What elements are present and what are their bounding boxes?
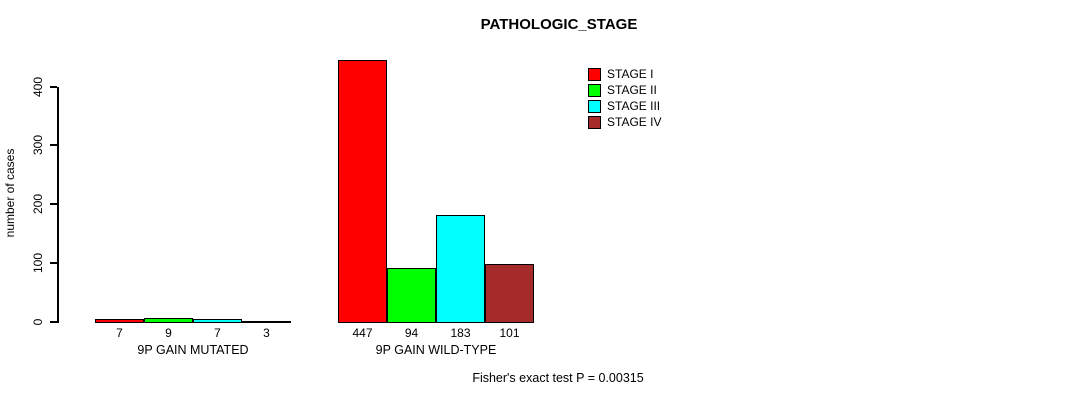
y-tick-label: 300: [31, 135, 45, 156]
legend-label: STAGE II: [607, 83, 657, 97]
chart-title: PATHOLOGIC_STAGE: [480, 16, 638, 33]
bar-value-label: 7: [116, 326, 123, 340]
y-tick: [50, 203, 57, 206]
bar-value-label: 7: [214, 326, 221, 340]
bar-value-label: 183: [450, 326, 471, 340]
y-tick: [50, 144, 57, 147]
stat-annotation: Fisher's exact test P = 0.00315: [472, 371, 644, 385]
bar-value-label: 3: [263, 326, 270, 340]
y-tick: [50, 262, 57, 265]
legend-row: STAGE III: [588, 98, 661, 114]
y-tick: [50, 85, 57, 88]
bar: [95, 319, 144, 323]
legend-label: STAGE III: [607, 99, 661, 113]
bar: [338, 60, 387, 323]
group-label: 9P GAIN WILD-TYPE: [375, 343, 497, 357]
legend-row: STAGE I: [588, 66, 661, 82]
bar-value-label: 101: [499, 326, 520, 340]
legend-row: STAGE IV: [588, 114, 661, 130]
legend-swatch: [588, 83, 601, 97]
y-tick: [50, 321, 57, 323]
group-label: 9P GAIN MUTATED: [137, 343, 249, 357]
legend-swatch: [588, 99, 601, 113]
bar: [485, 264, 534, 323]
y-tick-label: 400: [31, 76, 45, 97]
y-tick-label: 200: [31, 194, 45, 215]
y-axis-line: [57, 87, 59, 323]
bar-value-label: 94: [404, 326, 419, 340]
bar: [193, 319, 242, 323]
y-axis-label: number of cases: [3, 148, 17, 238]
y-tick-label: 100: [31, 253, 45, 274]
bar-value-label: 9: [165, 326, 172, 340]
legend-row: STAGE II: [588, 82, 661, 98]
legend-label: STAGE IV: [607, 115, 662, 129]
bar: [436, 215, 485, 323]
bar: [144, 318, 193, 323]
legend-swatch: [588, 67, 601, 81]
bar-value-label: 447: [352, 326, 373, 340]
legend: STAGE I STAGE II STAGE III STAGE IV: [588, 66, 661, 130]
bar: [242, 321, 291, 323]
legend-label: STAGE I: [607, 67, 654, 81]
y-tick-label: 0: [31, 318, 45, 326]
legend-swatch: [588, 115, 601, 129]
bar: [387, 268, 436, 323]
